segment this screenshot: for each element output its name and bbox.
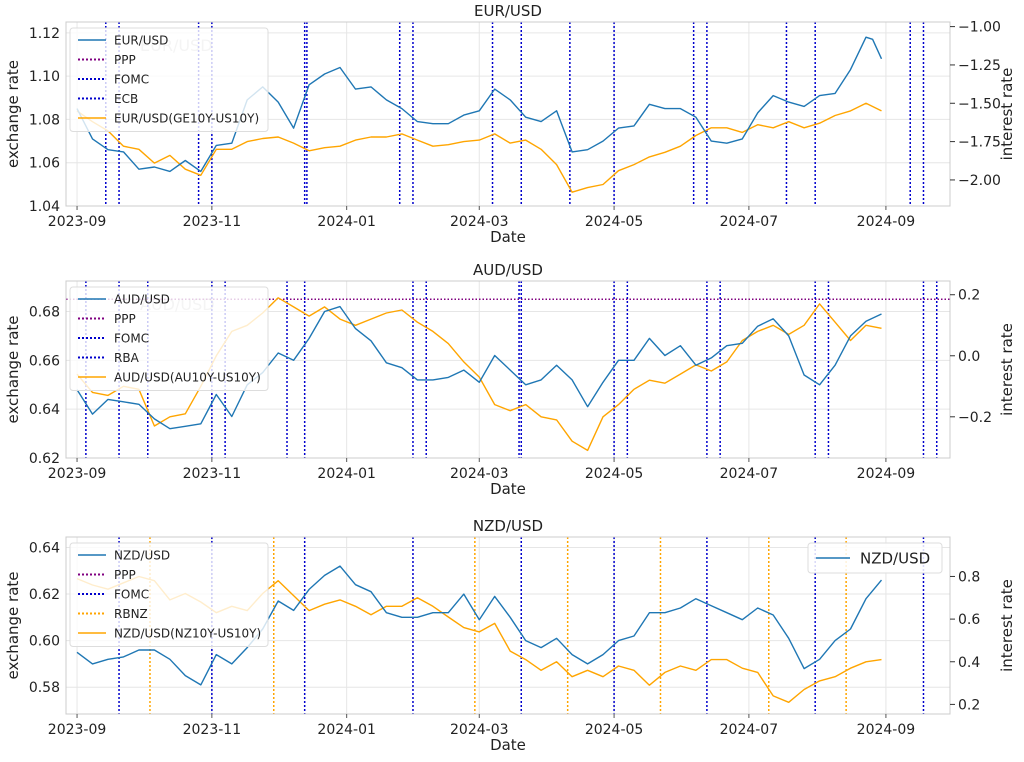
y-tick-label: 0.68 — [29, 305, 60, 321]
y-right-tick-label: 0.8 — [958, 569, 980, 585]
y-tick-label: 0.62 — [29, 451, 60, 467]
x-tick-label: 2023-11 — [183, 214, 242, 230]
y-tick-label: 0.62 — [29, 587, 60, 603]
legend-label: AUD/USD — [114, 293, 170, 307]
x-tick-label: 2024-07 — [720, 466, 779, 482]
legend-label: FOMC — [114, 588, 149, 602]
y-tick-label: 1.06 — [29, 156, 60, 172]
y-right-tick-label: −2.00 — [958, 173, 1001, 189]
legend-right: NZD/USD — [807, 542, 943, 574]
y-tick-label: 1.04 — [29, 199, 60, 215]
x-tick-label: 2024-03 — [450, 722, 509, 738]
x-tick-label: 2023-11 — [183, 722, 242, 738]
legend-label: PPP — [114, 568, 136, 582]
x-tick-label: 2024-09 — [857, 214, 916, 230]
panel-eur-usd: EUR/USD 2023-09 2023-11 2024-01 2024-03 2024-… — [4, 2, 1016, 246]
x-tick-label: 2024-01 — [317, 214, 376, 230]
x-tick-label: 2024-09 — [857, 722, 916, 738]
legend-label: EUR/USD(GE10Y-US10Y) — [114, 112, 259, 126]
y-tick-label: 0.66 — [29, 353, 60, 369]
panel-aud-usd: AUD/USD 2023-09 2023-11 2024-01 2024-03 2024-… — [4, 261, 1016, 498]
series-line-eur-usd — [76, 36, 883, 173]
x-tick-label: 2023-11 — [183, 466, 242, 482]
x-tick-label: 2024-05 — [585, 466, 644, 482]
x-tick-label: 2024-03 — [450, 466, 509, 482]
y-right-tick-label: 0.4 — [958, 655, 980, 671]
legend-label: PPP — [114, 312, 136, 326]
legend-label: AUD/USD(AU10Y-US10Y) — [114, 371, 261, 385]
y-right-tick-label: −1.25 — [958, 58, 1001, 74]
chart-title: NZD/USD — [473, 517, 543, 535]
series-line-aud-usd — [76, 305, 882, 430]
x-tick-label: 2024-07 — [720, 722, 779, 738]
y-right-tick-label: −1.50 — [958, 96, 1001, 112]
legend: EUR/USD PPP FOMC ECB EUR/USD(GE10Y-US10Y) — [69, 27, 269, 132]
y-right-axis-label: interest rate — [998, 68, 1016, 161]
y-right-tick-label: −1.00 — [958, 20, 1001, 36]
y-tick-label: 1.10 — [29, 69, 60, 85]
legend: NZD/USD PPP FOMC RBNZ NZD/USD(NZ10Y-US10Y) — [69, 542, 269, 647]
legend-right-box — [807, 542, 943, 574]
y-right-tick-label: −1.75 — [958, 135, 1001, 151]
y-right-tick-label: 0.6 — [958, 612, 980, 628]
y-tick-label: 0.64 — [29, 402, 60, 418]
legend-label: PPP — [114, 53, 136, 67]
x-tick-label: 2024-01 — [317, 722, 376, 738]
y-tick-label: 0.60 — [29, 634, 60, 650]
axes-frame — [65, 280, 951, 459]
panel-nzd-usd: 2023-09 2023-11 2024-01 2024-03 2024-05 2024-… — [4, 517, 1016, 754]
legend-right-label: NZD/USD — [860, 550, 930, 568]
legend-box — [69, 286, 269, 391]
x-tick-label: 2023-09 — [48, 214, 107, 230]
legend: AUD/USD PPP FOMC RBA AUD/USD(AU10Y-US10Y) — [69, 286, 269, 391]
chart-title: AUD/USD — [473, 261, 543, 279]
y-tick-label: 0.58 — [29, 680, 60, 696]
legend-label: EUR/USD — [114, 34, 168, 48]
chart-title: EUR/USD — [474, 2, 542, 20]
x-tick-label: 2023-09 — [48, 466, 107, 482]
axes-frame — [65, 536, 951, 715]
x-tick-label: 2024-09 — [857, 466, 916, 482]
x-axis-label: Date — [490, 228, 526, 246]
y-axis-label: exchange rate — [4, 571, 22, 679]
x-tick-label: 2024-05 — [585, 214, 644, 230]
series-line-nzd-usd — [76, 565, 883, 686]
legend-label: ECB — [114, 92, 138, 106]
legend-label: NZD/USD — [114, 549, 170, 563]
legend-label: FOMC — [114, 73, 149, 87]
axes-frame — [65, 21, 951, 207]
x-tick-label: 2024-01 — [317, 466, 376, 482]
y-right-tick-label: 0.2 — [958, 288, 980, 304]
legend-label: FOMC — [114, 332, 149, 346]
x-tick-label: 2024-07 — [720, 214, 779, 230]
y-right-tick-label: −0.2 — [958, 410, 992, 426]
x-axis-label: Date — [490, 480, 526, 498]
y-tick-label: 1.08 — [29, 112, 60, 128]
y-right-axis-label: interest rate — [998, 579, 1016, 672]
y-axis-label: exchange rate — [4, 315, 22, 423]
legend-box — [69, 542, 269, 647]
y-right-tick-label: 0.0 — [958, 349, 980, 365]
y-right-axis-label: interest rate — [998, 323, 1016, 416]
legend-box — [69, 27, 269, 132]
legend-label: RBA — [114, 351, 140, 365]
y-axis-label: exchange rate — [4, 60, 22, 168]
y-tick-label: 0.64 — [29, 540, 60, 556]
x-axis-label: Date — [490, 736, 526, 754]
y-right-tick-label: 0.2 — [958, 697, 980, 713]
legend-label: NZD/USD(NZ10Y-US10Y) — [114, 627, 261, 641]
y-tick-label: 1.12 — [29, 26, 60, 42]
x-tick-label: 2023-09 — [48, 722, 107, 738]
x-tick-label: 2024-03 — [450, 214, 509, 230]
legend-label: RBNZ — [114, 607, 148, 621]
x-tick-label: 2024-05 — [585, 722, 644, 738]
